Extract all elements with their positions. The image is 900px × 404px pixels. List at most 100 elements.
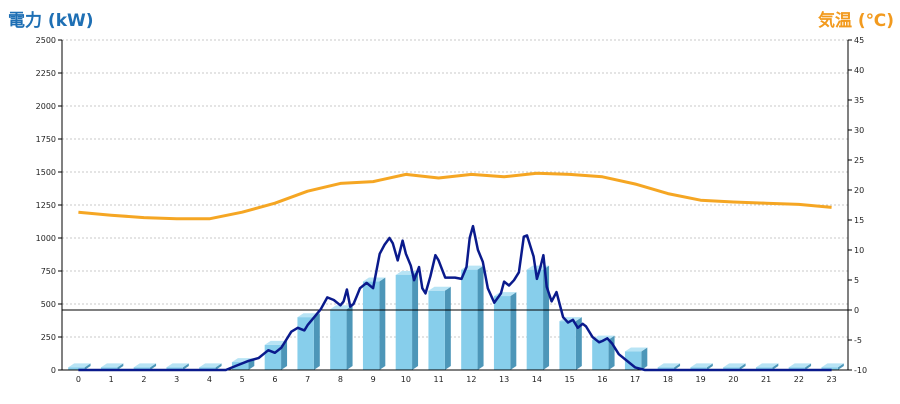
y-right-tick-label: 25 xyxy=(854,156,864,165)
y-right-tick-label: -5 xyxy=(854,336,862,345)
bar xyxy=(100,367,118,370)
x-tick-label: 21 xyxy=(761,375,771,384)
bar xyxy=(559,321,576,370)
power-series-line xyxy=(78,224,832,372)
x-tick-label: 9 xyxy=(371,375,376,384)
y-right-tick-label: 15 xyxy=(854,216,864,225)
bar-side xyxy=(84,363,91,370)
bar-side xyxy=(379,277,386,370)
bar xyxy=(592,339,609,370)
bar xyxy=(657,367,675,370)
x-tick-label: 15 xyxy=(565,375,575,384)
x-tick-label: 13 xyxy=(499,375,509,384)
y-left-tick-label: 500 xyxy=(41,300,56,309)
bar-top xyxy=(330,305,353,310)
left-axis-title: 電力 (kW) xyxy=(8,11,94,31)
bar-side xyxy=(477,265,484,370)
bar-side xyxy=(150,363,157,370)
y-right-tick-label: 5 xyxy=(854,276,859,285)
x-tick-label: 20 xyxy=(728,375,738,384)
bar-side xyxy=(117,363,124,370)
x-tick-label: 11 xyxy=(434,375,444,384)
y-left-tick-label: 1250 xyxy=(36,201,56,210)
temperature-series-line xyxy=(78,171,832,221)
x-tick-label: 4 xyxy=(207,375,212,384)
y-right-tick-label: -10 xyxy=(854,366,867,375)
bar-top xyxy=(755,363,779,368)
y-left-tick-label: 2250 xyxy=(36,69,56,78)
y-right-tick-label: 20 xyxy=(854,186,864,195)
bar-top xyxy=(133,363,157,368)
x-tick-label: 8 xyxy=(338,375,343,384)
bar xyxy=(133,367,151,370)
y-right-tick-label: 40 xyxy=(854,66,864,75)
y-left-tick-label: 1750 xyxy=(36,135,56,144)
right-axis-title: 気温 (℃) xyxy=(817,11,894,31)
y-left-tick-label: 1000 xyxy=(36,234,56,243)
bar xyxy=(526,269,544,370)
y-left-tick-label: 2000 xyxy=(36,102,56,111)
x-tick-label: 6 xyxy=(272,375,277,384)
bar xyxy=(330,309,347,370)
bar-side xyxy=(412,270,419,370)
bar xyxy=(461,269,478,370)
y-left-tick-label: 0 xyxy=(51,366,56,375)
bar-top xyxy=(690,363,713,368)
bar xyxy=(493,296,511,370)
bar-top xyxy=(166,363,189,368)
y-right-tick-label: 10 xyxy=(854,246,864,255)
bar xyxy=(624,351,642,370)
bar-top xyxy=(68,363,91,368)
x-tick-label: 1 xyxy=(109,375,114,384)
bar-top xyxy=(788,363,812,368)
bar-top xyxy=(723,363,746,368)
bar xyxy=(395,274,413,370)
x-tick-label: 3 xyxy=(174,375,179,384)
bar xyxy=(428,290,445,370)
bar-side xyxy=(182,363,189,370)
bar-side xyxy=(805,363,812,370)
bar xyxy=(297,317,314,370)
y-left-tick-label: 750 xyxy=(41,267,56,276)
y-right-tick-label: 30 xyxy=(854,126,864,135)
y-left-tick-label: 250 xyxy=(41,333,56,342)
bar xyxy=(690,367,707,370)
y-left-tick-label: 2500 xyxy=(36,36,56,45)
bar xyxy=(362,281,380,370)
bar-top xyxy=(428,286,451,291)
x-tick-label: 19 xyxy=(696,375,706,384)
bar-side xyxy=(346,305,353,370)
bar xyxy=(755,367,773,370)
bar-side xyxy=(248,358,255,370)
x-tick-label: 5 xyxy=(240,375,245,384)
bar-side xyxy=(706,363,713,370)
x-tick-label: 14 xyxy=(532,375,542,384)
bar-top xyxy=(199,363,222,368)
bar-top xyxy=(100,363,124,368)
bar xyxy=(231,362,249,370)
bar xyxy=(199,367,216,370)
x-tick-label: 18 xyxy=(663,375,673,384)
y-right-tick-label: 35 xyxy=(854,96,864,105)
bar-top xyxy=(624,347,648,352)
bar-top xyxy=(657,363,681,368)
x-tick-label: 16 xyxy=(597,375,607,384)
bar xyxy=(166,367,183,370)
bar-side xyxy=(837,363,844,370)
x-tick-label: 17 xyxy=(630,375,640,384)
x-tick-label: 7 xyxy=(305,375,310,384)
bar xyxy=(821,367,838,370)
bar xyxy=(788,367,806,370)
bar-side xyxy=(575,317,582,370)
x-tick-label: 23 xyxy=(827,375,837,384)
bar-side xyxy=(772,363,779,370)
bar-top xyxy=(821,363,844,368)
bar xyxy=(68,367,85,370)
y-right-tick-label: 45 xyxy=(854,36,864,45)
bar-side xyxy=(510,292,517,370)
x-tick-label: 2 xyxy=(141,375,146,384)
bar-side xyxy=(641,347,648,370)
bar-side xyxy=(313,313,320,370)
